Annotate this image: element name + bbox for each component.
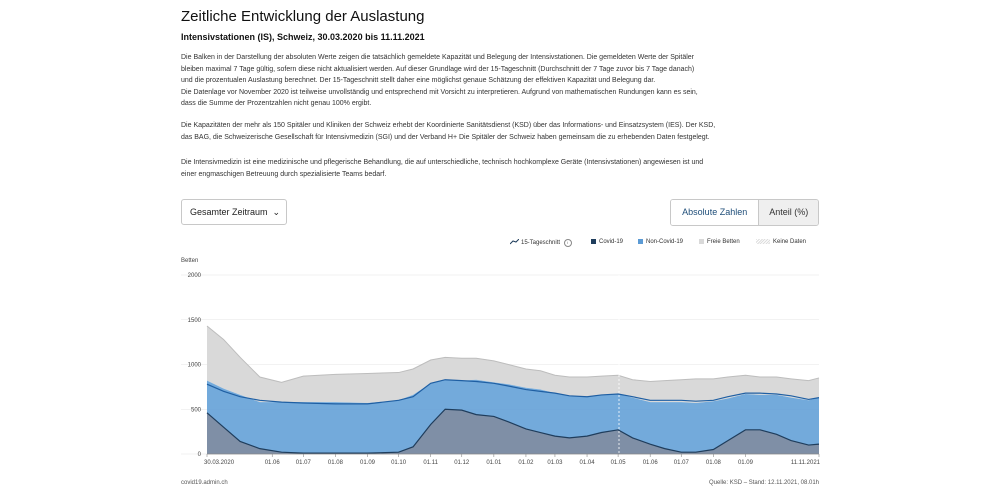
legend-item-nodata[interactable]: Keine Daten — [756, 239, 806, 245]
x-tick-label: 01.03 — [547, 460, 563, 466]
description-paragraph-2: Die Kapazitäten der mehr als 150 Spitäle… — [181, 120, 821, 143]
y-tick-label: 0 — [198, 452, 202, 458]
description-line: bleiben maximal 7 Tage gültig, sofern di… — [181, 65, 695, 73]
info-icon[interactable]: i — [563, 239, 572, 247]
y-tick-label: 1500 — [188, 318, 202, 324]
legend-item-free[interactable]: Freie Betten — [699, 239, 740, 245]
x-tick-label: 01.08 — [328, 460, 344, 466]
no-data-swatch-icon — [756, 239, 770, 244]
description-line: einer engmaschigen Betreuung durch spezi… — [181, 170, 387, 178]
footer-source-site: covid19.admin.ch — [181, 480, 228, 486]
x-tick-label: 01.01 — [486, 460, 502, 466]
legend-label: Non-Covid-19 — [646, 239, 684, 245]
description-line: Die Balken in der Darstellung der absolu… — [181, 54, 694, 61]
page-title: Zeitliche Entwicklung der Auslastung — [181, 8, 425, 25]
x-tick-label: 01.09 — [738, 460, 754, 466]
noncovid-area — [207, 379, 819, 454]
trend-line-icon — [509, 238, 520, 245]
y-tick-label: 500 — [191, 407, 202, 413]
y-tick-label: 1000 — [188, 363, 202, 369]
percent-share-button[interactable]: Anteil (%) — [758, 200, 818, 225]
x-tick-label: 01.06 — [643, 460, 659, 466]
legend-item-covid[interactable]: Covid-19 — [591, 239, 623, 245]
average-line — [206, 379, 820, 405]
description-line: dass die Summe der Prozentzahlen nicht g… — [181, 100, 372, 108]
description-line: das BAG, die Schweizerische Gesellschaft… — [181, 133, 710, 141]
x-tick-label: 01.12 — [454, 460, 470, 466]
description-line: und die prozentualen Auslastung berechne… — [181, 77, 656, 85]
x-tick-label: 01.07 — [674, 460, 690, 466]
free-beds-swatch-icon — [699, 239, 704, 244]
x-tick-label: 01.10 — [391, 460, 407, 466]
legend-label: 15-Tageschnitt — [521, 240, 561, 246]
legend-label: Covid-19 — [599, 239, 624, 245]
view-toggle: Absolute Zahlen Anteil (%) — [670, 199, 819, 226]
covid-swatch-icon — [591, 239, 596, 244]
absolute-numbers-button[interactable]: Absolute Zahlen — [671, 200, 759, 225]
period-select-value: Gesamter Zeitraum — [190, 207, 268, 217]
x-tick-label: 30.03.2020 — [204, 460, 235, 466]
capacity-line — [206, 325, 820, 383]
x-tick-label: 01.08 — [706, 460, 722, 466]
description-line: Die Datenlage vor November 2020 ist teil… — [181, 88, 698, 96]
legend-label: Freie Betten — [707, 239, 740, 245]
description-paragraph-1: Die Balken in der Darstellung der absolu… — [181, 52, 821, 110]
x-tick-label: 01.02 — [518, 460, 534, 466]
y-tick-label: 2000 — [188, 273, 202, 279]
x-tick-label: 11.11.2021 — [791, 460, 821, 466]
free-beds-area — [207, 326, 819, 403]
covid-line — [206, 408, 820, 454]
description-line: Die Kapazitäten der mehr als 150 Spitäle… — [181, 122, 716, 129]
footer-data-source: Quelle: KSD – Stand: 12.11.2021, 08.01h — [709, 480, 819, 486]
period-select[interactable]: Gesamter Zeitraum ⌄ — [181, 199, 287, 225]
noncovid-swatch-icon — [638, 239, 643, 244]
x-tick-label: 01.06 — [265, 460, 281, 466]
description-paragraph-3: Die Intensivmedizin ist eine medizinisch… — [181, 157, 821, 180]
x-tick-label: 01.11 — [423, 460, 438, 466]
covid-area — [207, 409, 819, 454]
chevron-down-icon: ⌄ — [272, 207, 280, 217]
x-tick-label: 01.04 — [580, 460, 596, 466]
legend-item-avg[interactable]: 15-Tageschnitt i — [509, 238, 572, 247]
x-tick-label: 01.05 — [611, 460, 627, 466]
description-line: Die Intensivmedizin ist eine medizinisch… — [181, 159, 704, 166]
legend-label: Keine Daten — [773, 239, 807, 245]
y-axis-label: Betten — [181, 258, 198, 264]
x-tick-label: 01.09 — [360, 460, 376, 466]
x-tick-label: 01.07 — [296, 460, 312, 466]
page-subtitle: Intensivstationen (IS), Schweiz, 30.03.2… — [181, 32, 425, 42]
legend-item-noncovid[interactable]: Non-Covid-19 — [638, 239, 683, 245]
